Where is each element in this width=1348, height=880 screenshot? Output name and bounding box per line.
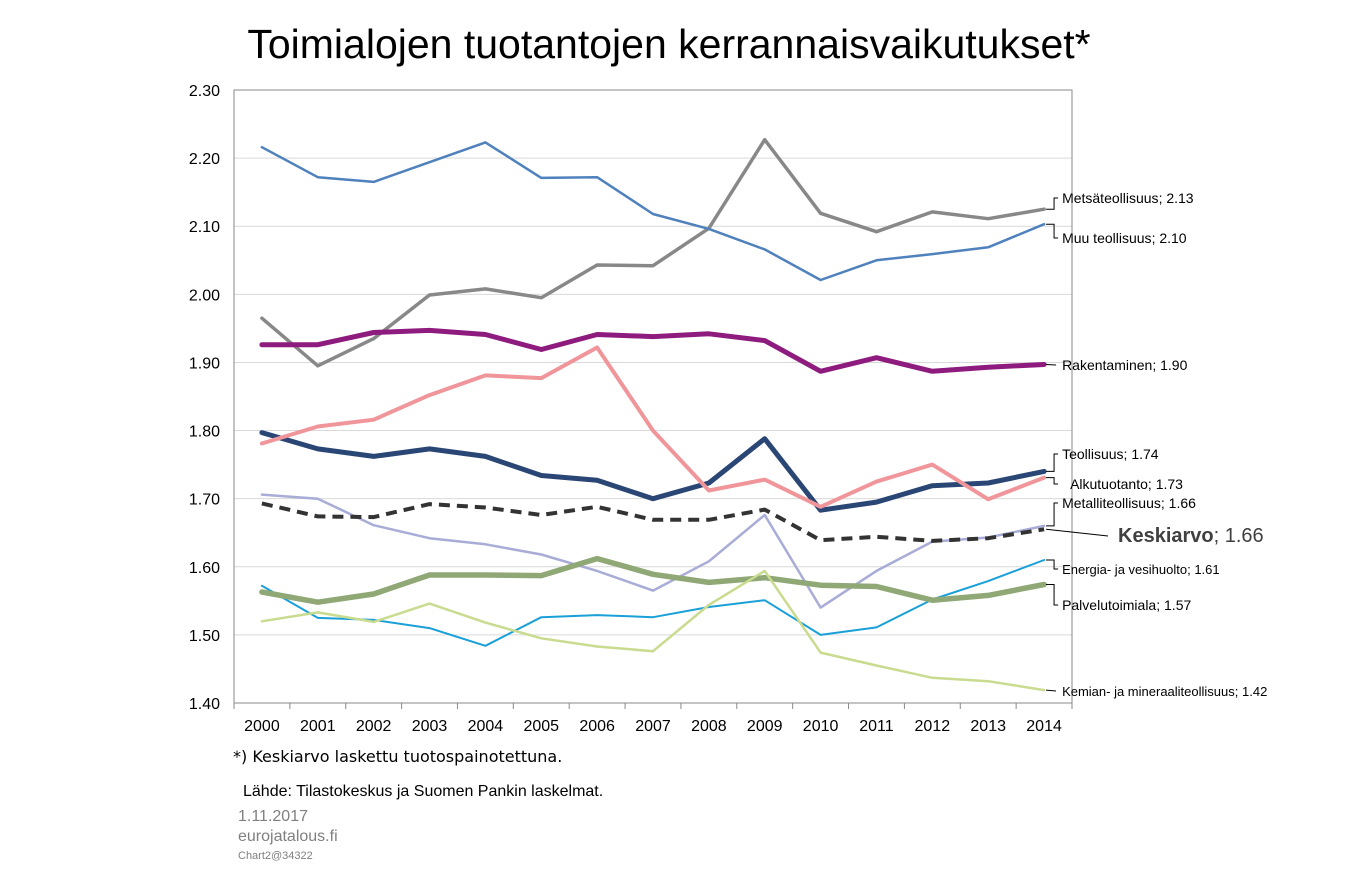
site-name: eurojatalous.fi [238,828,338,845]
x-tick-label: 2009 [747,718,783,735]
series-line [260,141,1046,282]
series-name: Kemian- ja mineraaliteollisuus [1062,684,1235,699]
y-tick-label: 2.10 [189,219,220,236]
series-end-value: 1.42 [1242,684,1267,699]
y-axis: 1.40 1.50 1.60 1.70 1.80 1.90 2.00 2.10 2.20 2.30 [189,83,220,713]
label-connector [1046,223,1059,239]
series-name: Metalliteollisuus [1062,495,1161,511]
series-line [260,569,1046,692]
label-connector [1046,528,1109,537]
series-end-value: 1.90 [1160,357,1187,373]
y-tick-label: 1.80 [189,424,220,441]
series-end-value: 1.57 [1164,597,1191,613]
label-connector [1046,584,1059,606]
footnote: *) Keskiarvo laskettu tuotospainotettuna… [233,747,563,766]
series-line [259,345,1047,509]
y-tick-label: 2.00 [189,287,220,304]
x-tick-label: 2010 [803,718,839,735]
x-tick-label: 2001 [300,718,336,735]
series-name: Alkutuotanto [1070,476,1148,492]
series-end-value: 1.66 [1225,525,1264,547]
x-tick-label: 2014 [1026,718,1062,735]
series-label: Kemian- ja mineraaliteollisuus; 1.42 [1062,684,1267,699]
label-connector [1046,502,1059,527]
series-line [259,327,1047,374]
series-label: Rakentaminen; 1.90 [1062,357,1188,373]
x-tick-label: 2004 [468,718,504,735]
x-tick-label: 2000 [244,718,280,735]
series-label: Palvelutoimiala; 1.57 [1062,597,1191,613]
series-name: Keskiarvo [1118,525,1214,547]
source-note: Lähde: Tilastokeskus ja Suomen Pankin la… [243,783,604,800]
x-tick-label: 2006 [579,718,615,735]
grid-lines [234,157,1072,636]
series-line [259,430,1047,513]
series-label: Metalliteollisuus; 1.66 [1062,495,1196,511]
y-tick-label: 1.90 [189,355,220,372]
series-end-value: 2.13 [1166,190,1193,206]
series-name: Rakentaminen [1062,357,1152,373]
series-label: Energia- ja vesihuolto; 1.61 [1062,562,1220,577]
x-tick-label: 2013 [970,718,1006,735]
series-name: Teollisuus [1062,446,1123,462]
x-tick-label: 2012 [915,718,951,735]
series-label: Keskiarvo; 1.66 [1118,525,1264,547]
y-tick-label: 1.60 [189,560,220,577]
series-labels: Metsäteollisuus; 2.13 Muu teollisuus; 2.1… [1046,190,1267,699]
series-name: Palvelutoimiala [1062,597,1156,613]
series-name: Energia- ja vesihuolto [1062,562,1187,577]
label-connector [1046,477,1059,485]
x-tick-label: 2005 [523,718,559,735]
label-connector [1046,197,1059,210]
y-tick-label: 1.50 [189,628,220,645]
label-connector [1046,364,1057,366]
series-end-value: 1.66 [1169,495,1196,511]
label-connector [1046,453,1059,472]
series-line [260,559,1046,647]
x-tick-label: 2007 [635,718,671,735]
label-connector [1046,689,1057,692]
y-tick-label: 1.40 [189,696,220,713]
series-line [261,501,1045,543]
series-lines [259,137,1047,692]
x-tick-label: 2003 [412,718,448,735]
series-line [260,137,1046,368]
y-tick-label: 1.70 [189,492,220,509]
date-stamp: 1.11.2017 [238,808,308,825]
series-label: Alkutuotanto; 1.73 [1070,476,1183,492]
series-label: Teollisuus; 1.74 [1062,446,1159,462]
series-name: Metsäteollisuus [1062,190,1159,206]
series-line [260,493,1046,609]
series-line [259,555,1047,605]
series-label: Metsäteollisuus; 2.13 [1062,190,1194,206]
series-end-value: 1.74 [1131,446,1158,462]
chart-code: Chart2@34322 [238,850,313,862]
chart-title: Toimialojen tuotantojen kerrannaisvaikut… [247,21,1090,67]
series-end-value: 1.73 [1156,476,1183,492]
series-label: Muu teollisuus; 2.10 [1062,230,1187,246]
x-tick-label: 2011 [859,718,894,735]
x-tick-label: 2008 [691,718,727,735]
series-end-value: 1.61 [1194,562,1219,577]
y-tick-label: 2.20 [189,151,220,168]
series-name: Muu teollisuus [1062,230,1152,246]
plot-area-frame [233,89,1073,704]
y-tick-label: 2.30 [189,83,220,100]
x-axis: 2000 2001 2002 2003 2004 2005 2006 2007 2008 2009… [233,703,1073,735]
label-connector [1046,559,1059,570]
x-tick-label: 2002 [356,718,392,735]
series-end-value: 2.10 [1159,230,1186,246]
